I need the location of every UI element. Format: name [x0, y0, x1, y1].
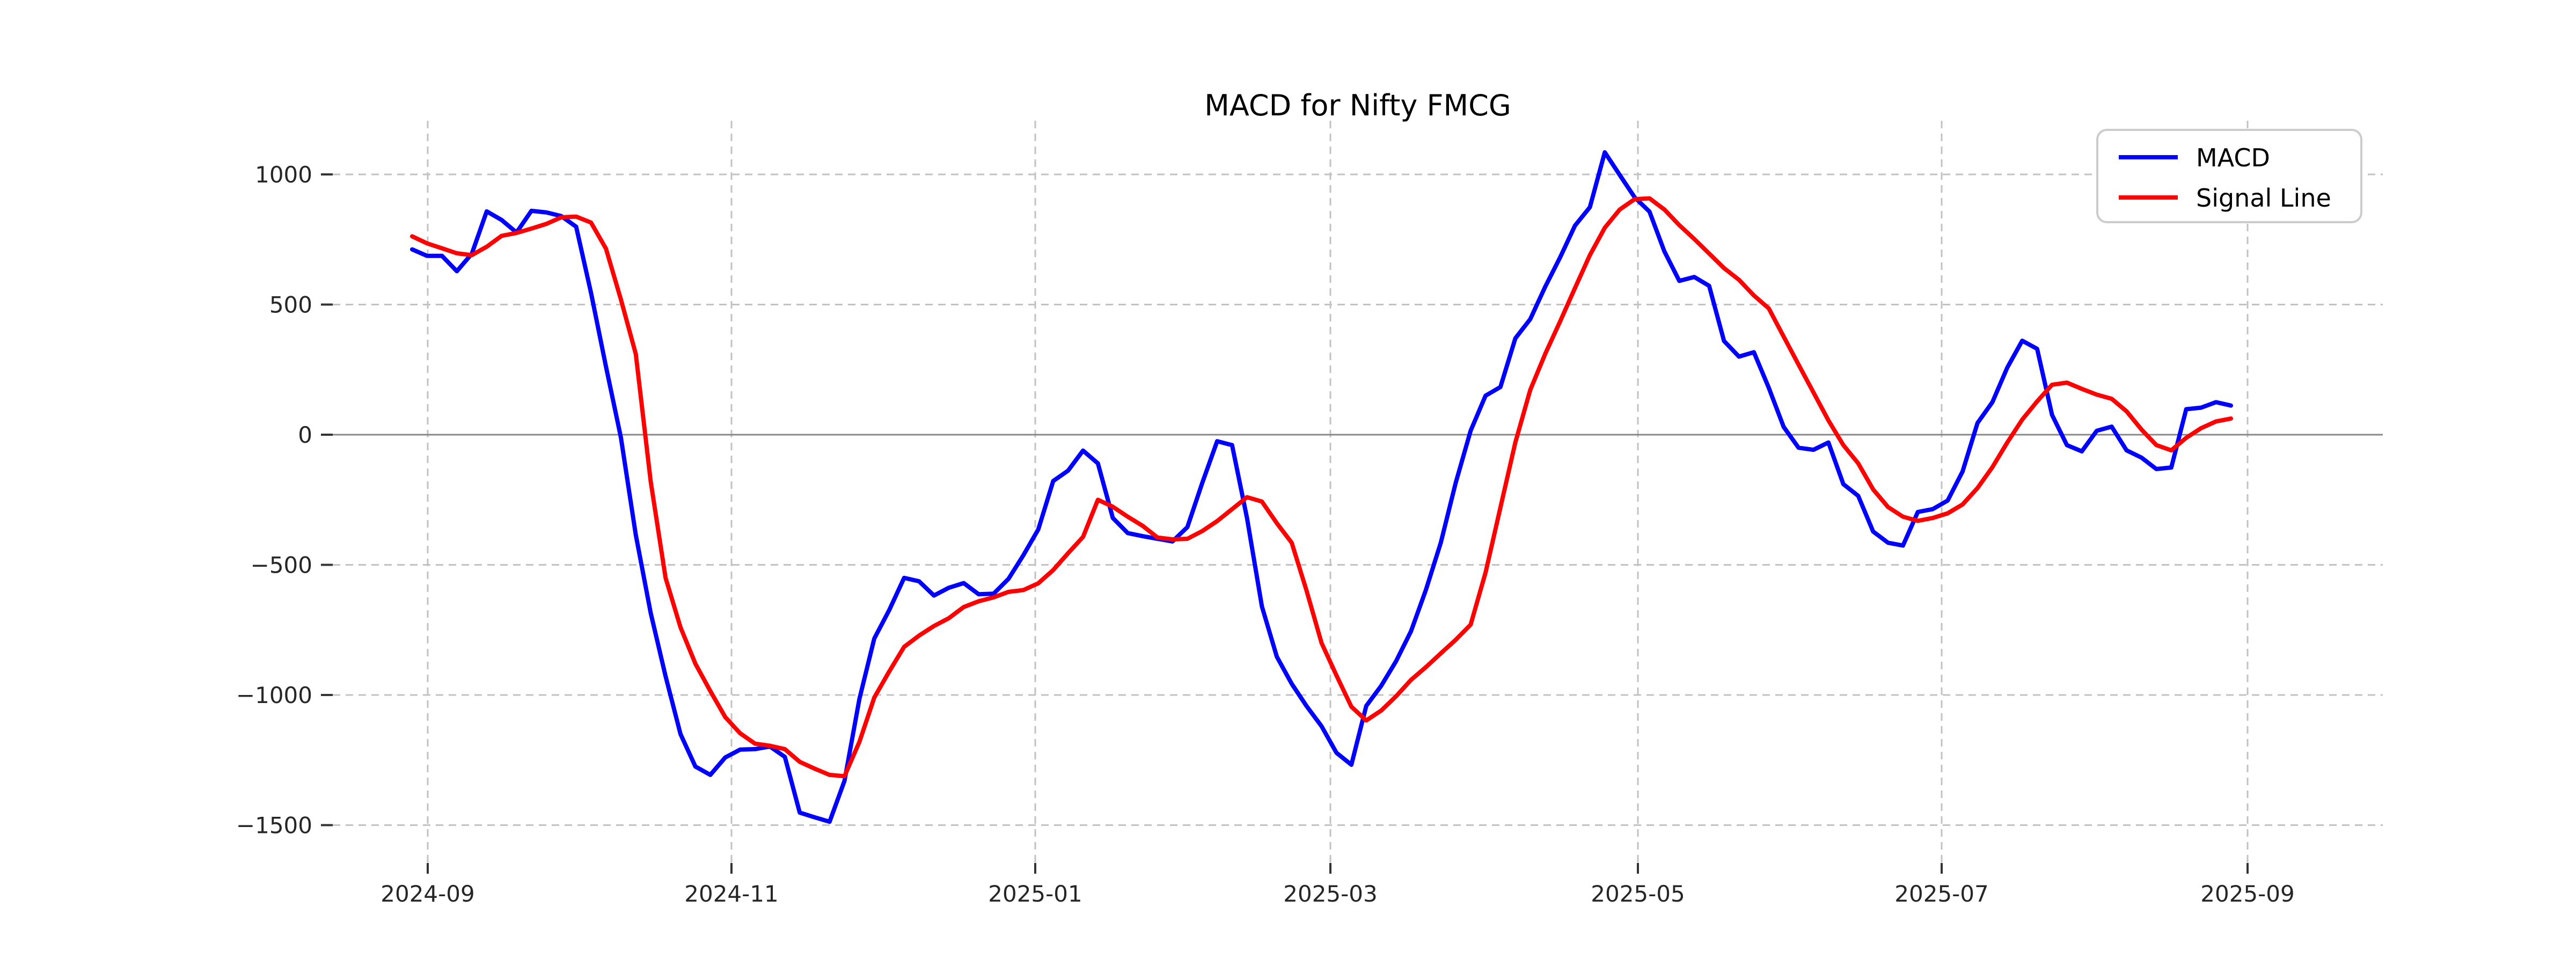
y-tick-label--500: −500: [251, 552, 312, 579]
series-line-signal-line: [410, 196, 2233, 779]
x-tick-label-2025-05: 2025-05: [1591, 881, 1685, 907]
x-tick-label-2024-09: 2024-09: [380, 881, 475, 907]
x-tick-label-2025-07: 2025-07: [1894, 881, 1989, 907]
y-tick-label--1500: −1500: [236, 813, 312, 839]
x-axis-tick-labels: 2024-09 2024-11 2025-01 2025-03 2025-05 2025-…: [380, 881, 2295, 907]
chart-title: MACD for Nifty FMCG: [1204, 89, 1511, 122]
y-axis-tick-labels: 1000 500 0 −500 −1000 −1500: [236, 162, 312, 839]
x-tick-label-2024-11: 2024-11: [684, 881, 779, 907]
x-tick-label-2025-09: 2025-09: [2200, 881, 2295, 907]
series-line-macd: [410, 150, 2233, 824]
data-series-lines: [410, 150, 2233, 824]
axis-tick-marks: [321, 173, 2249, 874]
grid-lines: [333, 121, 2383, 863]
legend-label-macd: MACD: [2196, 143, 2270, 172]
legend-label-signal: Signal Line: [2196, 184, 2331, 213]
y-tick-label-0: 0: [298, 422, 312, 448]
x-tick-label-2025-01: 2025-01: [988, 881, 1082, 907]
x-tick-label-2025-03: 2025-03: [1283, 881, 1378, 907]
y-tick-label-1000: 1000: [255, 162, 312, 188]
legend-box[interactable]: MACD Signal Line: [2096, 129, 2362, 223]
y-tick-label-500: 500: [269, 292, 312, 318]
y-tick-label--1000: −1000: [236, 682, 312, 708]
